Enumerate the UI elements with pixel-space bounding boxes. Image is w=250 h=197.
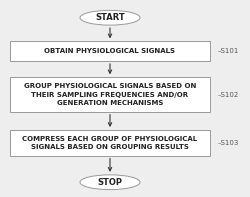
FancyBboxPatch shape: [10, 130, 210, 156]
Text: OBTAIN PHYSIOLOGICAL SIGNALS: OBTAIN PHYSIOLOGICAL SIGNALS: [44, 48, 176, 54]
Text: STOP: STOP: [98, 178, 122, 187]
FancyBboxPatch shape: [10, 77, 210, 112]
Text: –S103: –S103: [218, 140, 239, 146]
Text: COMPRESS EACH GROUP OF PHYSIOLOGICAL
SIGNALS BASED ON GROUPING RESULTS: COMPRESS EACH GROUP OF PHYSIOLOGICAL SIG…: [22, 136, 198, 150]
Text: GROUP PHYSIOLOGICAL SIGNALS BASED ON
THEIR SAMPLING FREQUENCIES AND/OR
GENERATIO: GROUP PHYSIOLOGICAL SIGNALS BASED ON THE…: [24, 83, 196, 106]
Ellipse shape: [80, 10, 140, 25]
Text: –S101: –S101: [218, 48, 239, 54]
FancyBboxPatch shape: [10, 41, 210, 61]
Text: –S102: –S102: [218, 92, 239, 98]
Text: START: START: [95, 13, 125, 22]
Ellipse shape: [80, 175, 140, 190]
